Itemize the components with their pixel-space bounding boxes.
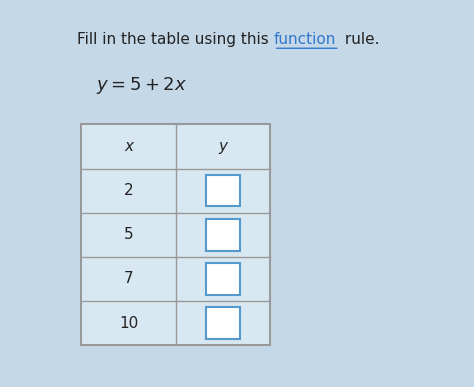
- Text: rule.: rule.: [340, 32, 379, 47]
- Text: 2: 2: [124, 183, 134, 198]
- Text: y: y: [219, 139, 228, 154]
- FancyBboxPatch shape: [82, 124, 270, 345]
- FancyBboxPatch shape: [206, 175, 240, 206]
- Text: 7: 7: [124, 272, 134, 286]
- Text: x: x: [124, 139, 133, 154]
- FancyBboxPatch shape: [206, 307, 240, 339]
- Text: 10: 10: [119, 316, 138, 330]
- Text: Fill in the table using this: Fill in the table using this: [77, 32, 273, 47]
- FancyBboxPatch shape: [206, 263, 240, 295]
- Text: $y=5+2x$: $y=5+2x$: [96, 75, 187, 96]
- Text: function: function: [274, 32, 336, 47]
- Text: 5: 5: [124, 227, 134, 242]
- FancyBboxPatch shape: [206, 219, 240, 250]
